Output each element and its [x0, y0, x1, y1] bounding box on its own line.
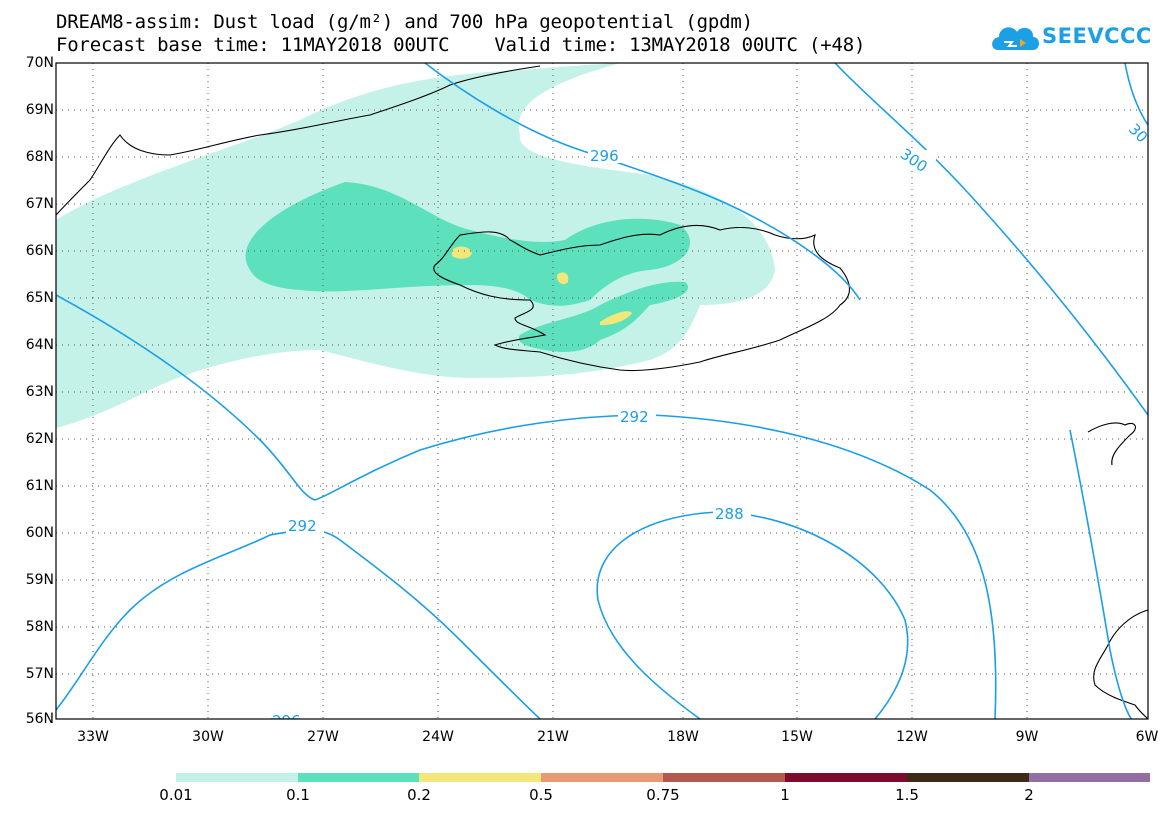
dust-area-mid-2 [518, 281, 689, 352]
lat-label: 58N [25, 619, 54, 635]
iceland-coastline [433, 224, 850, 372]
colorbar-segment [1029, 773, 1150, 782]
colorbar-label: 0.01 [159, 786, 193, 804]
contour-label: 288 [715, 505, 744, 523]
colorbar-label: 0.75 [646, 786, 680, 804]
lat-label: 67N [25, 196, 54, 212]
dust-area-mid [245, 182, 690, 306]
contour-label: 292 [620, 408, 649, 426]
colorbar-segment [419, 773, 541, 782]
contour-296-north [424, 63, 861, 301]
contour-label: 292 [288, 517, 317, 535]
contour-300 [834, 63, 1148, 416]
colorbar-label: 0.5 [529, 786, 553, 804]
dust-area-high-3 [600, 311, 632, 326]
lon-label: 21W [537, 729, 569, 745]
seevccc-cloud-logo-icon [992, 27, 1039, 50]
dust-area-high [452, 246, 472, 259]
contour-label: 296 [590, 147, 619, 165]
contour-30x [1124, 63, 1148, 126]
colorbar-segment [176, 773, 298, 782]
colorbar-segment [785, 773, 907, 782]
colorbar-segment [663, 773, 785, 782]
lat-label: 59N [25, 572, 54, 588]
lon-label: 27W [307, 729, 339, 745]
scotland-coastline [1093, 609, 1148, 719]
colorbar-label: 0.2 [407, 786, 431, 804]
faroe-islands-coastline [1087, 422, 1136, 466]
lat-label: 57N [25, 666, 54, 682]
lon-label: 6W [1135, 729, 1159, 745]
greenland-coastline [56, 65, 541, 216]
lat-label: 56N [25, 711, 54, 727]
contour-east-296 [1069, 429, 1133, 719]
title-line-1: DREAM8-assim: Dust load (g/m²) and 700 h… [56, 11, 753, 33]
colorbar-label: 0.1 [286, 786, 310, 804]
lat-label: 60N [25, 525, 54, 541]
lon-label: 15W [781, 729, 813, 745]
lat-label: 69N [25, 102, 54, 118]
contour-292-west [56, 529, 541, 719]
lat-label: 65N [25, 290, 54, 306]
colorbar-segment [298, 773, 419, 782]
lat-label: 66N [25, 243, 54, 259]
lat-label: 61N [25, 478, 54, 494]
lat-label: 62N [25, 431, 54, 447]
colorbar-label: 1 [780, 786, 790, 804]
lat-label: 63N [25, 384, 54, 400]
colorbar-segment [907, 773, 1029, 782]
lon-label: 18W [667, 729, 699, 745]
lon-label: 12W [896, 729, 928, 745]
map-grid [56, 63, 1148, 719]
lon-label: 24W [422, 729, 454, 745]
contour-288 [596, 511, 909, 719]
colorbar-label: 2 [1024, 786, 1034, 804]
lon-label: 33W [77, 729, 109, 745]
lat-label: 70N [25, 55, 54, 71]
dust-area-high-2 [556, 272, 569, 285]
logo-text: SEEVCCC [1042, 24, 1152, 48]
contour-label: 296 [272, 712, 301, 730]
lon-label: 9W [1015, 729, 1039, 745]
lat-label: 64N [25, 337, 54, 353]
plot-frame [55, 62, 1149, 720]
contour-292-main [56, 294, 997, 719]
title-line-2: Forecast base time: 11MAY2018 00UTC Vali… [56, 34, 866, 56]
colorbar-segment [541, 773, 663, 782]
lon-label: 30W [192, 729, 224, 745]
colorbar-label: 1.5 [895, 786, 919, 804]
lat-label: 68N [25, 149, 54, 165]
